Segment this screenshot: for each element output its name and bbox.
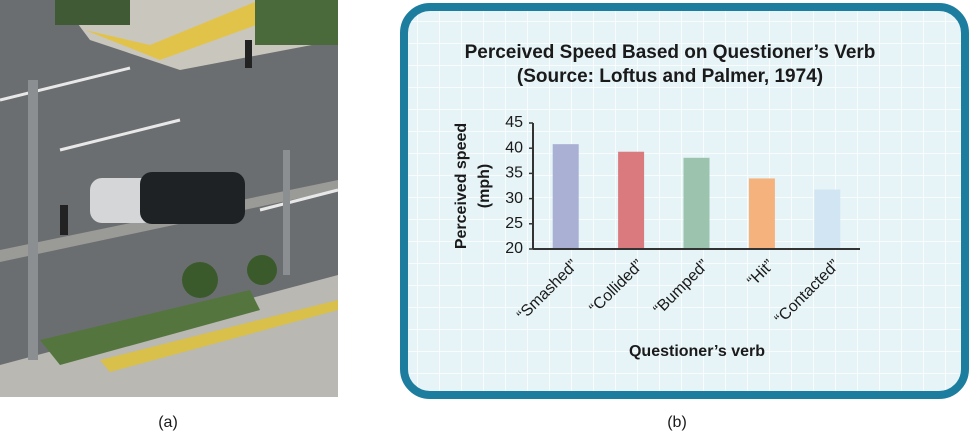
y-tick-label: 20: [505, 240, 523, 257]
chart-subtitle: (Source: Loftus and Palmer, 1974): [517, 66, 823, 87]
photo: [0, 0, 339, 397]
bar: [683, 157, 710, 249]
y-tick-label: 30: [505, 190, 523, 207]
caption: (a): [158, 414, 178, 431]
chart-title: Perceived Speed Based on Questioner’s Ve…: [465, 42, 876, 63]
y-axis-label: Perceived speed: [453, 123, 470, 249]
y-tick-label: 35: [505, 165, 523, 182]
y-tick-label: 45: [505, 114, 523, 131]
bar: [552, 144, 579, 249]
bar: [618, 151, 645, 249]
caption: (b): [667, 414, 687, 431]
bar: [748, 178, 775, 249]
x-axis-label: Questioner’s verb: [629, 343, 765, 360]
y-tick-label: 25: [505, 215, 523, 232]
y-axis-label: (mph): [476, 164, 493, 208]
bar: [814, 189, 841, 249]
y-tick-label: 40: [505, 139, 523, 156]
